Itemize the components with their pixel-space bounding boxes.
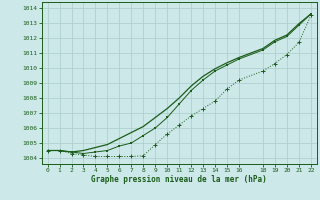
X-axis label: Graphe pression niveau de la mer (hPa): Graphe pression niveau de la mer (hPa) [91,175,267,184]
